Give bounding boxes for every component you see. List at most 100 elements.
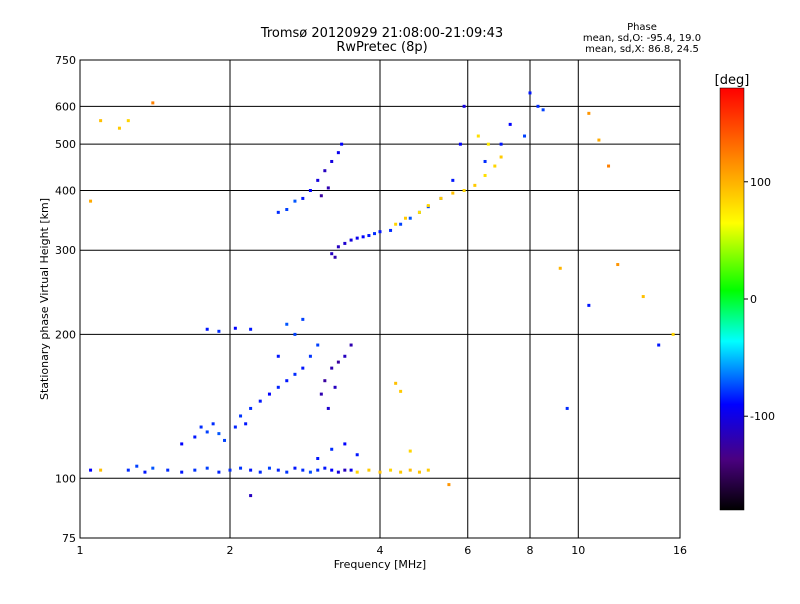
data-point xyxy=(340,142,344,146)
data-point xyxy=(499,142,503,146)
data-point xyxy=(319,392,323,396)
data-point xyxy=(671,332,675,336)
data-point xyxy=(228,468,232,472)
data-point xyxy=(483,173,487,177)
data-point xyxy=(293,199,297,203)
data-point xyxy=(458,142,462,146)
x-tick-label: 4 xyxy=(377,544,384,557)
data-point xyxy=(301,317,305,321)
data-point xyxy=(439,196,443,200)
data-point xyxy=(316,456,320,460)
data-point xyxy=(536,104,540,108)
data-point xyxy=(308,188,312,192)
data-point xyxy=(293,466,297,470)
y-tick-label: 600 xyxy=(55,100,76,113)
data-point xyxy=(343,354,347,358)
data-point xyxy=(541,108,545,112)
data-point xyxy=(476,134,480,138)
data-point xyxy=(641,295,645,299)
data-point xyxy=(451,178,455,182)
data-point xyxy=(330,159,334,163)
data-point xyxy=(285,322,289,326)
data-point xyxy=(426,468,430,472)
data-point xyxy=(323,379,327,383)
data-point xyxy=(249,494,253,498)
data-point xyxy=(336,151,340,155)
data-point xyxy=(239,414,243,418)
data-point xyxy=(389,228,393,232)
data-point xyxy=(205,430,209,434)
data-point xyxy=(199,425,203,429)
data-point xyxy=(355,470,359,474)
data-point xyxy=(217,432,221,436)
data-point xyxy=(276,385,280,389)
data-point xyxy=(180,470,184,474)
data-point xyxy=(447,483,451,487)
data-point xyxy=(258,399,262,403)
data-point xyxy=(89,199,93,203)
data-point xyxy=(523,134,527,138)
data-point xyxy=(285,470,289,474)
data-point xyxy=(258,470,262,474)
data-point xyxy=(316,178,320,182)
data-point xyxy=(426,204,430,208)
data-point xyxy=(451,191,455,195)
data-point xyxy=(239,466,243,470)
data-point xyxy=(326,186,330,190)
data-point xyxy=(355,236,359,240)
data-point xyxy=(193,435,197,439)
data-point xyxy=(180,442,184,446)
data-point xyxy=(486,142,490,146)
data-point xyxy=(473,183,477,187)
data-point xyxy=(285,379,289,383)
data-point xyxy=(343,241,347,245)
data-point xyxy=(205,327,209,331)
data-point xyxy=(330,366,334,370)
chart-title: Tromsø 20120929 21:08:00-21:09:43 xyxy=(260,26,504,41)
data-point xyxy=(336,470,340,474)
data-point xyxy=(607,164,611,168)
data-point xyxy=(657,343,661,347)
x-tick-label: 8 xyxy=(527,544,534,557)
data-point xyxy=(293,332,297,336)
data-point xyxy=(367,234,371,238)
data-point xyxy=(343,442,347,446)
data-point xyxy=(217,329,221,333)
data-point xyxy=(367,468,371,472)
y-tick-label: 200 xyxy=(55,328,76,341)
data-point xyxy=(528,91,532,95)
data-point xyxy=(249,468,253,472)
data-point xyxy=(408,216,412,220)
data-point xyxy=(616,263,620,267)
data-point xyxy=(408,449,412,453)
data-point xyxy=(389,468,393,472)
y-tick-label: 400 xyxy=(55,184,76,197)
plot-frame xyxy=(79,59,681,539)
data-point xyxy=(378,470,382,474)
data-point xyxy=(349,468,353,472)
data-point xyxy=(117,126,121,130)
data-point xyxy=(193,468,197,472)
data-point xyxy=(276,468,280,472)
data-point xyxy=(316,343,320,347)
data-point xyxy=(336,360,340,364)
data-point xyxy=(462,188,466,192)
data-point xyxy=(217,470,221,474)
colorbar-tick-label: 0 xyxy=(750,293,757,306)
data-point xyxy=(373,232,377,236)
data-point xyxy=(417,470,421,474)
colorbar-label: [deg] xyxy=(715,73,750,88)
data-point xyxy=(301,196,305,200)
data-point xyxy=(333,255,337,259)
data-point xyxy=(308,354,312,358)
data-point xyxy=(205,466,209,470)
data-point xyxy=(399,222,403,226)
data-point xyxy=(143,470,147,474)
x-tick-label: 16 xyxy=(673,544,687,557)
data-point xyxy=(89,468,93,472)
data-point xyxy=(403,216,407,220)
data-point xyxy=(330,468,334,472)
data-point xyxy=(394,381,398,385)
